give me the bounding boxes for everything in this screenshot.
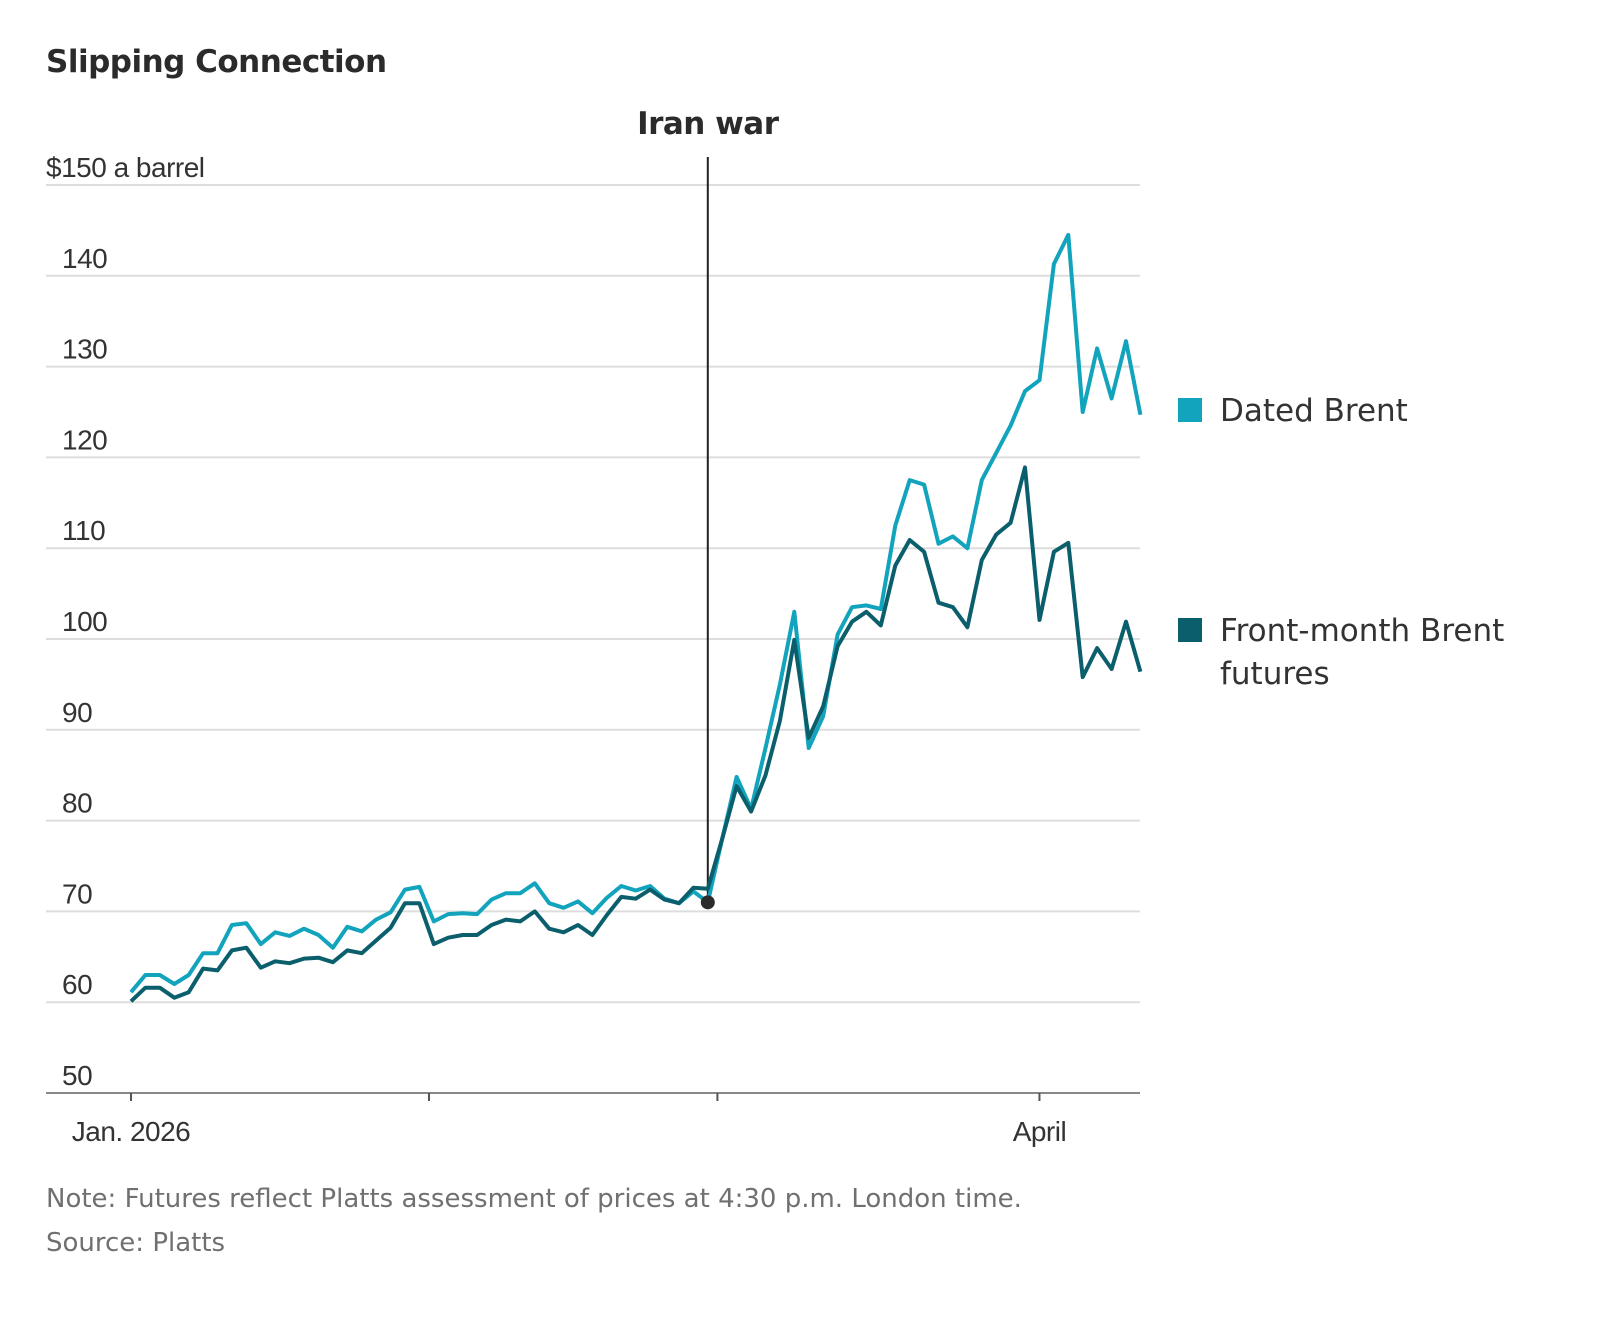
footnote: Note: Futures reflect Platts assessment … [46,1184,1022,1214]
y-tick-label: 90 [62,697,92,728]
legend-label: futures [1220,656,1330,692]
y-tick-label: 110 [62,515,105,546]
y-tick-label: 50 [62,1060,92,1091]
legend-swatch [1178,618,1202,642]
x-axis: Jan. 2026 April [46,1092,1140,1147]
chart-title: Slipping Connection [46,44,387,80]
y-axis-labels: $150 a barrel 140 130 120 110 100 90 80 70 60 50 [46,152,205,1091]
legend-label: Front-month Brent [1220,613,1504,649]
legend-label: Dated Brent [1220,393,1408,429]
y-tick-label: 60 [62,969,92,1000]
y-tick-label: 120 [62,424,107,455]
series-lines [129,232,1143,1003]
y-tick-label: 80 [62,788,92,819]
event-annotation: Iran war [637,106,780,903]
y-tick-label: 70 [62,878,92,909]
event-marker [700,895,715,910]
legend-item: Front-month Brent futures [1178,613,1504,692]
source-note: Source: Platts [46,1228,225,1258]
y-tick-label: 130 [62,334,107,365]
event-label: Iran war [637,106,780,142]
legend-swatch [1178,398,1202,422]
y-tick-label: 140 [62,243,107,274]
legend: Dated Brent Front-month Brent futures [1178,393,1504,692]
y-tick-label: $150 a barrel [46,152,205,183]
series-line-front-month-brent [129,465,1143,1003]
legend-item: Dated Brent [1178,393,1408,429]
series-line-dated-brent [129,232,1143,994]
y-tick-label: 100 [62,606,107,637]
x-tick-label: Jan. 2026 [72,1116,191,1147]
x-tick-label: April [1013,1116,1067,1147]
